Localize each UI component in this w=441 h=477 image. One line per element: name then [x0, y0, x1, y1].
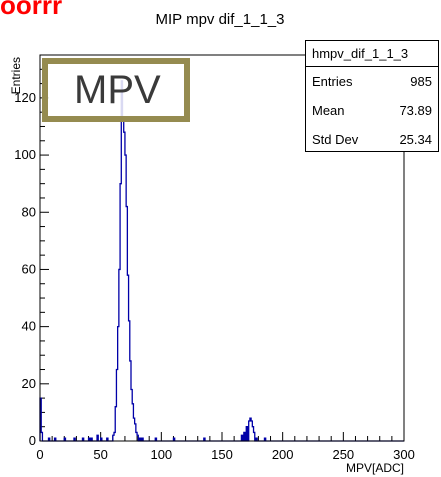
entries-value: 985	[410, 74, 432, 89]
y-tick-label: 40	[22, 319, 36, 334]
x-tick-label: 150	[211, 447, 233, 462]
std-label: Std Dev	[312, 132, 359, 147]
mpv-annotation-box: MPV	[42, 58, 190, 122]
header-red-text: oorrr	[0, 0, 63, 20]
std-value: 25.34	[399, 132, 432, 147]
x-tick-label: 100	[150, 447, 172, 462]
plot-frame	[39, 54, 405, 442]
y-tick-label: 0	[29, 433, 36, 448]
mean-value: 73.89	[399, 103, 432, 118]
chart-title: MIP mpv dif_1_1_3	[156, 11, 285, 28]
stats-row-std: Std Dev 25.34	[306, 125, 438, 154]
y-tick-label: 80	[22, 204, 36, 219]
stats-box: hmpv_dif_1_1_3 Entries 985 Mean 73.89 St…	[305, 40, 439, 152]
x-tick-label: 50	[93, 447, 107, 462]
y-axis-label: Entries	[9, 57, 23, 94]
mean-label: Mean	[312, 103, 345, 118]
axis-ticks: 0 50 100 150 200 250 300 0 20 40 60 80 100 120	[14, 54, 415, 462]
y-tick-label: 60	[22, 261, 36, 276]
y-tick-label: 120	[14, 90, 36, 105]
entries-label: Entries	[312, 74, 353, 89]
stats-row-mean: Mean 73.89	[306, 96, 438, 125]
x-axis-label: MPV[ADC]	[346, 461, 404, 475]
stats-row-entries: Entries 985	[306, 67, 438, 96]
x-tick-label: 250	[332, 447, 354, 462]
y-tick-label: 20	[22, 376, 36, 391]
x-tick-label: 300	[393, 447, 415, 462]
stats-title: hmpv_dif_1_1_3	[306, 41, 438, 67]
x-tick-label: 0	[36, 447, 43, 462]
x-tick-label: 200	[272, 447, 294, 462]
y-tick-label: 100	[14, 147, 36, 162]
